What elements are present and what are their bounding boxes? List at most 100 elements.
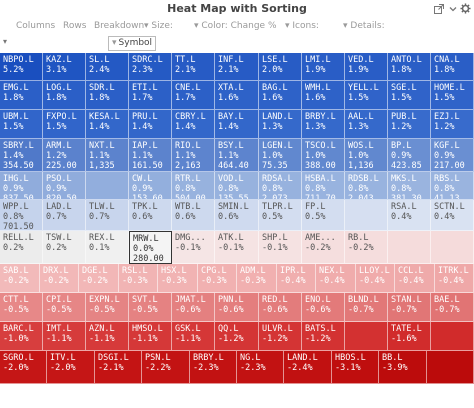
heatmap-cell[interactable]: CNE.L 1.7% [172,81,215,110]
breakdown-button[interactable]: Breakdown [94,21,145,31]
heatmap-cell[interactable]: ITRK.L -0.4% [435,264,474,293]
heatmap-cell[interactable]: EMG.L 1.8% [0,81,43,110]
heatmap-cell[interactable]: CBRY.L 1.4% [172,110,215,139]
heatmap-cell[interactable]: VOD.L 0.8% 135.55 [215,172,259,200]
heatmap-cell[interactable]: RSA.L 0.4% [388,200,431,231]
heatmap-cell[interactable]: DMG... -0.1% [172,231,215,264]
heatmap-cell[interactable]: BAY.L 1.4% [215,110,259,139]
heatmap-cell[interactable]: LLOY.L -0.4% [356,264,395,293]
export-icon[interactable] [432,2,445,15]
heatmap-cell[interactable]: MRW.L 0.0% 280.00 [129,231,172,264]
details-dropdown[interactable]: ▾ Details: [343,21,385,31]
heatmap-cell[interactable]: NG.L -2.3% [237,351,284,384]
heatmap-cell[interactable]: CW.L 0.9% 153.60 [129,172,172,200]
heatmap-cell[interactable]: LAD.L 0.7% [43,200,86,231]
heatmap-cell[interactable]: RELL.L 0.2% [0,231,43,264]
heatmap-cell[interactable]: TPK.L 0.6% [129,200,172,231]
heatmap-cell[interactable]: LSE.L 2.0% [259,53,302,81]
heatmap-cell[interactable]: TATE.L -1.6% [388,322,431,351]
heatmap-cell[interactable]: IHG.L 0.9% 837.50 [0,172,43,200]
heatmap-cell[interactable]: BRBY.L -2.3% [190,351,237,384]
heatmap-cell[interactable]: HBOS.L -3.1% [332,351,379,384]
heatmap-cell[interactable]: PSO.L 0.9% 820.50 [43,172,86,200]
heatmap-cell[interactable]: WOS.L 1.0% 1,136 [345,139,388,172]
heatmap-cell[interactable]: BRBY.L 1.3% [302,110,345,139]
heatmap-cell[interactable]: SAB.L -0.2% [0,264,40,293]
heatmap-cell[interactable]: ARM.L 1.2% 225.00 [43,139,86,172]
heatmap-cell[interactable]: DGE.L -0.2% [79,264,119,293]
heatmap-cell[interactable]: ATK.L -0.1% [215,231,259,264]
heatmap-cell[interactable]: TSCO.L 1.0% 388.00 [302,139,345,172]
heatmap-cell[interactable]: NXT.L 1.1% 1,335 [86,139,129,172]
heatmap-cell[interactable]: BB.L -3.9% [379,351,427,384]
heatmap-cell[interactable]: LAND.L 1.3% [259,110,302,139]
heatmap-cell[interactable]: FXPO.L 1.5% [43,110,86,139]
heatmap-cell[interactable]: UBM.L 1.5% [0,110,43,139]
heatmap-cell[interactable]: ADM.L -0.3% [237,264,277,293]
heatmap-cell[interactable]: SMIN.L 0.6% [215,200,259,231]
heatmap-cell[interactable]: RBS.L 0.8% 41.13 [431,172,474,200]
heatmap-cell[interactable]: BARC.L -1.0% [0,322,43,351]
heatmap-cell[interactable]: DSGI.L -2.1% [95,351,142,384]
heatmap-cell[interactable]: RED.L -0.6% [259,293,302,322]
heatmap-cell[interactable]: PUB.L 1.2% [388,110,431,139]
heatmap-cell[interactable]: ITV.L -2.0% [47,351,95,384]
heatmap-cell[interactable]: RDSB.L 0.8% 2,043 [345,172,388,200]
heatmap-cell[interactable]: NBPO.L 5.2% [0,53,43,81]
heatmap-cell[interactable]: SVT.L -0.5% [129,293,172,322]
heatmap-cell[interactable]: WPP.L 0.8% 701.50 [0,200,43,231]
heatmap-cell[interactable]: RSL.L -0.3% [119,264,158,293]
heatmap-cell[interactable]: BAG.L 1.6% [259,81,302,110]
heatmap-cell[interactable]: AME... -0.2% [302,231,345,264]
heatmap-cell[interactable]: LOG.L 1.8% [43,81,86,110]
heatmap-cell[interactable]: BSY.L 1.1% 464.40 [215,139,259,172]
heatmap-cell[interactable]: QQ.L -1.2% [215,322,259,351]
heatmap-cell[interactable]: HSBA.L 0.8% 711.70 [302,172,345,200]
heatmap-cell[interactable]: RIO.L 1.1% 2,163 [172,139,215,172]
heatmap-cell[interactable] [345,200,388,231]
heatmap-cell[interactable]: BATS.L -1.2% [302,322,345,351]
heatmap-cell[interactable]: LGEN.L 1.0% 75.35 [259,139,302,172]
heatmap-cell[interactable]: AZN.L -1.1% [86,322,129,351]
color-dropdown[interactable]: ▾ Color: Change % [194,21,277,31]
heatmap-cell[interactable]: SGRO.L -2.0% [0,351,47,384]
heatmap-cell[interactable]: IAP.L 1.1% 161.50 [129,139,172,172]
heatmap-cell[interactable] [388,231,431,264]
heatmap-cell[interactable]: TT.L 2.1% [172,53,215,81]
heatmap-cell[interactable]: PRU.L 1.4% [129,110,172,139]
heatmap-cell[interactable]: CPI.L -0.5% [43,293,86,322]
heatmap-cell[interactable]: XTA.L 1.6% [215,81,259,110]
heatmap-cell[interactable]: DRX.L -0.2% [40,264,79,293]
heatmap-cell[interactable]: CPG.L -0.3% [198,264,237,293]
heatmap-cell[interactable]: ENO.L -0.6% [302,293,345,322]
columns-button[interactable]: Columns [16,21,56,31]
heatmap-cell[interactable] [86,172,129,200]
heatmap-cell[interactable]: SCTN.L 0.4% [431,200,474,231]
heatmap-cell[interactable]: KAZ.L 3.1% [43,53,86,81]
chevron-down-icon[interactable]: ▾ [3,37,8,46]
icons-dropdown[interactable]: ▾ Icons: [285,21,319,31]
heatmap-cell[interactable]: LMI.L 1.9% [302,53,345,81]
heatmap-cell[interactable] [345,322,388,351]
heatmap-cell[interactable]: SGE.L 1.5% [388,81,431,110]
heatmap-cell[interactable]: WMH.L 1.6% [302,81,345,110]
heatmap-cell[interactable]: AAL.L 1.3% [345,110,388,139]
heatmap-cell[interactable]: YELL.L 1.5% [345,81,388,110]
heatmap-cell[interactable]: KESA.L 1.4% [86,110,129,139]
heatmap-cell[interactable]: VED.L 1.9% [345,53,388,81]
heatmap-cell[interactable]: SDRC.L 2.3% [129,53,172,81]
heatmap-cell[interactable]: CNA.L 1.8% [431,53,474,81]
rows-button[interactable]: Rows [63,21,87,31]
heatmap-cell[interactable]: INF.L 2.1% [215,53,259,81]
heatmap-cell[interactable]: ANTO.L 1.8% [388,53,431,81]
heatmap-cell[interactable]: WTB.L 0.6% [172,200,215,231]
heatmap-cell[interactable]: STAN.L -0.7% [388,293,431,322]
heatmap-cell[interactable]: GSK.L -1.1% [172,322,215,351]
breakdown-chip-symbol[interactable]: ▾ Symbol [108,36,157,51]
heatmap-cell[interactable]: IMT.L -1.1% [43,322,86,351]
gear-icon[interactable] [459,2,472,15]
heatmap-cell[interactable]: IPR.L -0.4% [277,264,316,293]
heatmap-cell[interactable]: LAND.L -2.4% [284,351,332,384]
heatmap-cell[interactable] [427,351,474,384]
heatmap-cell[interactable]: JMAT.L -0.6% [172,293,215,322]
